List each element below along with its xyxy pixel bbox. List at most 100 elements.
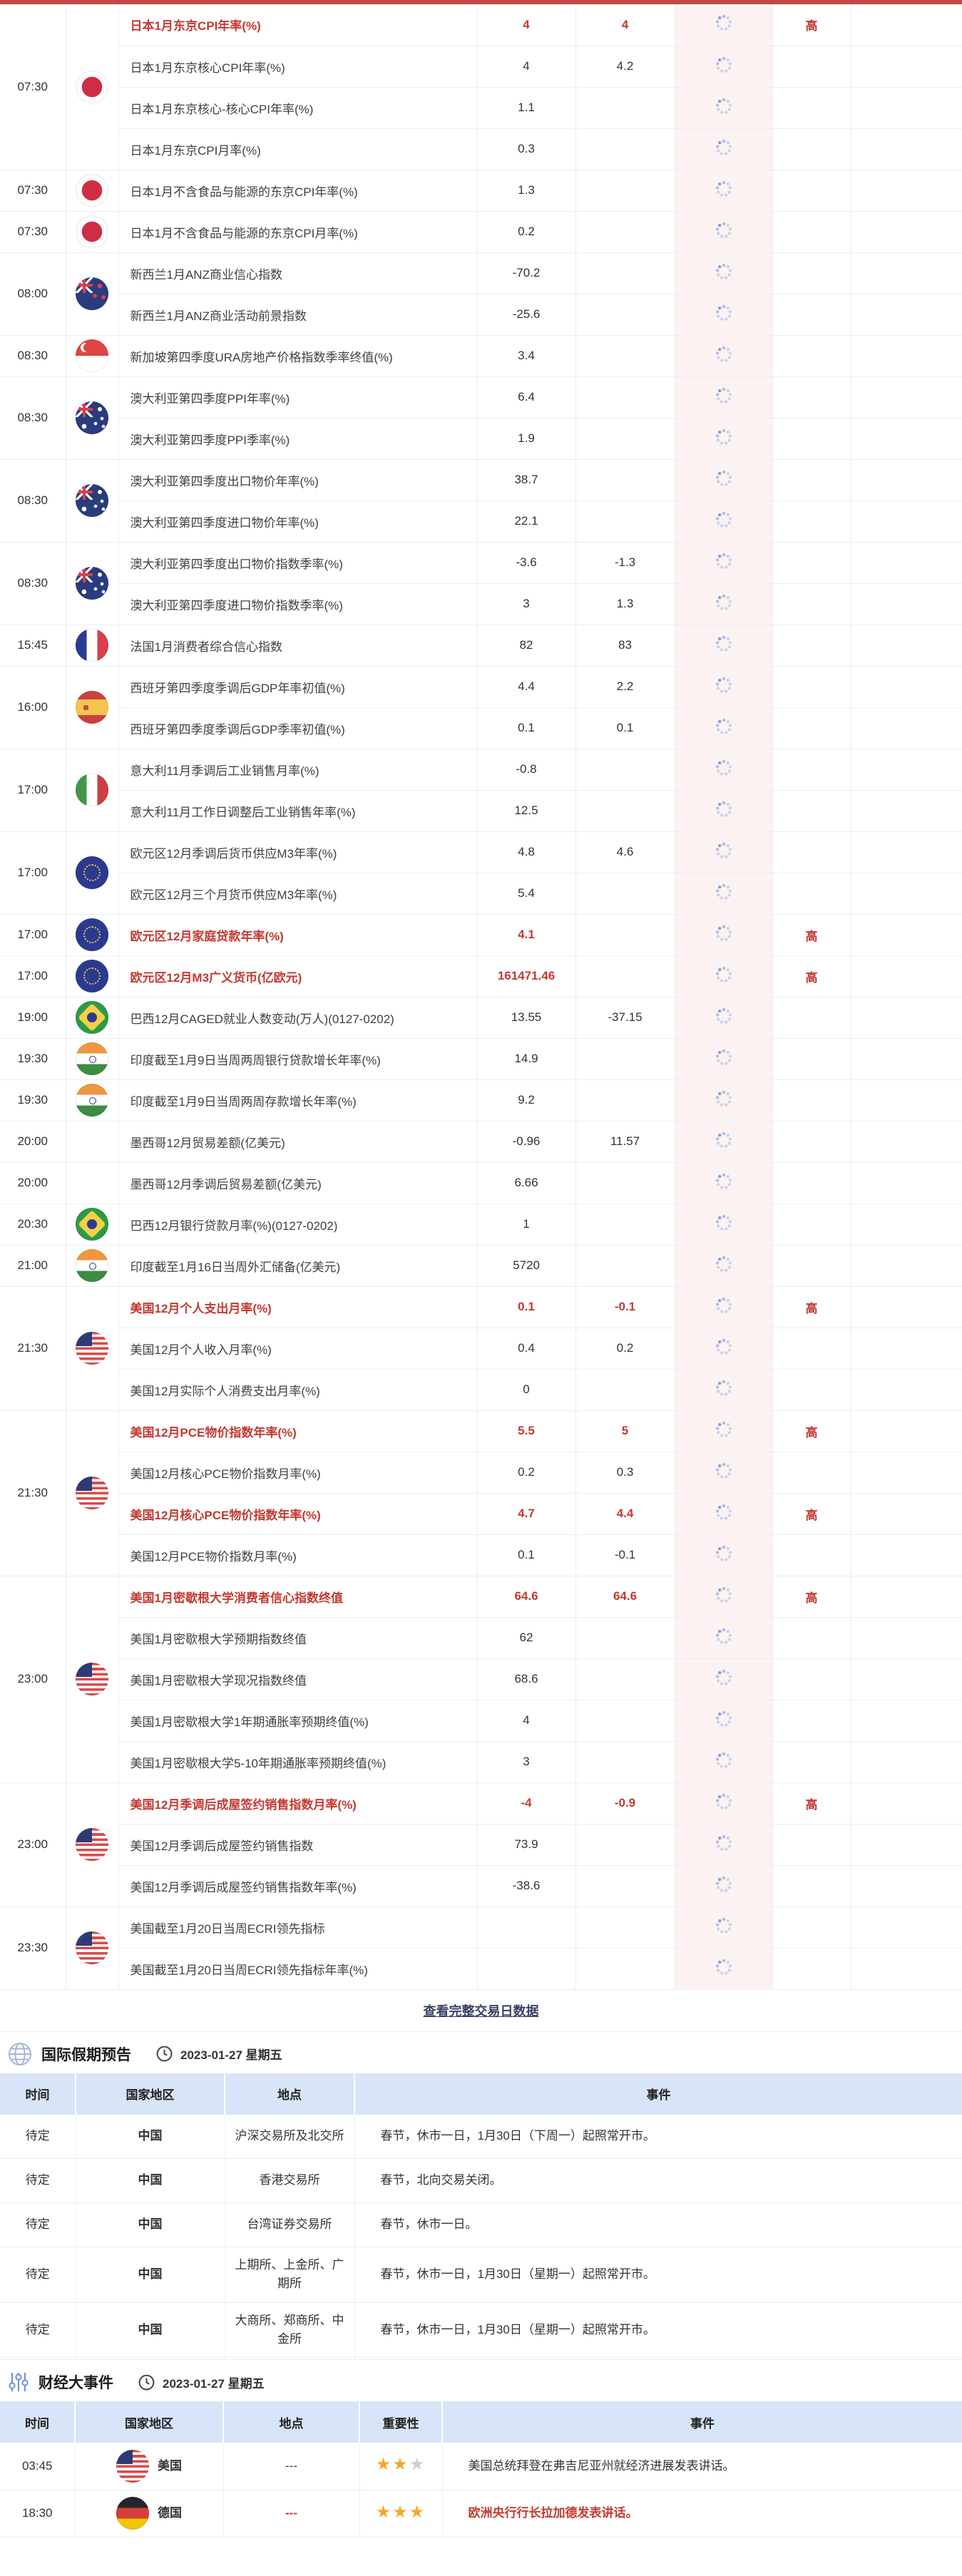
status-cell — [675, 542, 773, 584]
loading-spinner-icon[interactable] — [715, 1710, 733, 1728]
importance-cell — [772, 1369, 851, 1411]
event-name: 新加坡第四季度URA房地产价格指数季率终值(%) — [118, 335, 478, 377]
loading-spinner-icon[interactable] — [715, 1792, 733, 1811]
event-name: 意大利11月季调后工业销售月率(%) — [118, 749, 478, 791]
loading-spinner-icon[interactable] — [715, 262, 733, 281]
empty-cell — [851, 831, 962, 873]
empty-cell — [851, 211, 962, 253]
loading-spinner-icon[interactable] — [715, 469, 733, 488]
loading-spinner-icon[interactable] — [715, 1007, 733, 1025]
value-2 — [575, 1865, 675, 1907]
loading-spinner-icon[interactable] — [715, 1586, 733, 1604]
value-1: 6.4 — [477, 376, 576, 419]
loading-spinner-icon[interactable] — [715, 386, 733, 405]
empty-cell — [851, 1121, 962, 1163]
event-time-cell: 19:30 — [0, 1038, 66, 1080]
us-flag-icon — [76, 1931, 108, 1964]
loading-spinner-icon[interactable] — [715, 510, 733, 529]
loading-spinner-icon[interactable] — [715, 1089, 733, 1108]
empty-cell — [851, 1576, 962, 1618]
event-time-cell: 21:00 — [0, 1245, 66, 1287]
empty-cell — [851, 997, 962, 1039]
loading-spinner-icon[interactable] — [715, 1131, 733, 1149]
events-table-header: 时间 国家地区 地点 重要性 事件 — [0, 2401, 962, 2443]
value-1: -0.8 — [477, 749, 576, 791]
event-time-cell: 15:45 — [0, 625, 66, 667]
loading-spinner-icon[interactable] — [715, 138, 733, 157]
loading-spinner-icon[interactable] — [715, 1048, 733, 1067]
eu-flag-icon — [76, 960, 108, 992]
event-name: 美国截至1月20日当周ECRI领先指标 — [118, 1907, 478, 1949]
loading-spinner-icon[interactable] — [715, 552, 733, 570]
loading-spinner-icon[interactable] — [715, 1379, 733, 1397]
loading-spinner-icon[interactable] — [715, 1213, 733, 1232]
empty-cell — [851, 1865, 962, 1907]
loading-spinner-icon[interactable] — [715, 1296, 733, 1315]
calendar-row: 19:30 印度截至1月9日当周两周存款增长年率(%) 9.2 — [0, 1079, 962, 1122]
loading-spinner-icon[interactable] — [715, 1627, 733, 1646]
loading-spinner-icon[interactable] — [715, 1338, 733, 1356]
value-1: 4.1 — [477, 914, 576, 956]
in-flag-icon — [76, 1084, 108, 1117]
event-name: 日本1月东京CPI月率(%) — [118, 128, 478, 170]
loading-spinner-icon[interactable] — [715, 924, 733, 943]
status-cell — [675, 583, 773, 625]
loading-spinner-icon[interactable] — [715, 841, 733, 860]
country-flag-cell — [66, 831, 119, 915]
loading-spinner-icon[interactable] — [715, 1916, 733, 1935]
country-flag-cell — [66, 997, 119, 1039]
loading-spinner-icon[interactable] — [715, 1834, 733, 1852]
loading-spinner-icon[interactable] — [715, 883, 733, 901]
loading-spinner-icon[interactable] — [715, 1751, 733, 1770]
loading-spinner-icon[interactable] — [715, 635, 733, 653]
event-name: 美国12月个人收入月率(%) — [118, 1328, 478, 1370]
loading-spinner-icon[interactable] — [715, 428, 733, 446]
value-2: 2.2 — [575, 666, 675, 708]
loading-spinner-icon[interactable] — [715, 759, 733, 777]
importance-cell — [772, 46, 851, 88]
loading-spinner-icon[interactable] — [715, 304, 733, 322]
loading-spinner-icon[interactable] — [715, 676, 733, 694]
loading-spinner-icon[interactable] — [715, 1668, 733, 1687]
event-text: 美国总统拜登在弗吉尼亚州就经济进展发表讲话。 — [442, 2443, 962, 2490]
calendar-row: 08:00 新西兰1月ANZ商业信心指数 -70.2 — [0, 252, 962, 336]
loading-spinner-icon[interactable] — [715, 1544, 733, 1563]
event-name: 美国12月PCE物价指数月率(%) — [118, 1534, 478, 1576]
event-name: 日本1月东京CPI年率(%) — [118, 4, 478, 46]
holiday-row: 待定 中国 台湾证券交易所 春节，休市一日。 — [0, 2202, 962, 2247]
loading-spinner-icon[interactable] — [715, 14, 733, 32]
loading-spinner-icon[interactable] — [715, 1420, 733, 1439]
loading-spinner-icon[interactable] — [715, 1958, 733, 1976]
view-full-day-link[interactable]: 查看完整交易日数据 — [423, 2003, 539, 2018]
event-country-cell: 美国 — [75, 2443, 224, 2490]
loading-spinner-icon[interactable] — [715, 593, 733, 612]
loading-spinner-icon[interactable] — [715, 1875, 733, 1894]
value-2 — [575, 128, 675, 170]
value-2: 0.2 — [575, 1328, 675, 1370]
holiday-country: 中国 — [76, 2202, 225, 2247]
importance-cell — [772, 1245, 851, 1287]
loading-spinner-icon[interactable] — [715, 1172, 733, 1191]
event-row: 03:45 美国 --- ★★★ 美国总统拜登在弗吉尼亚州就经济进展发表讲话。 — [0, 2443, 962, 2490]
loading-spinner-icon[interactable] — [715, 1503, 733, 1522]
loading-spinner-icon[interactable] — [715, 1255, 733, 1273]
star-icon: ★ — [375, 2502, 393, 2522]
loading-spinner-icon[interactable] — [715, 221, 733, 240]
status-cell — [675, 170, 773, 212]
status-cell — [675, 1452, 773, 1494]
importance-cell — [772, 459, 851, 501]
loading-spinner-icon[interactable] — [715, 345, 733, 364]
value-1: 12.5 — [477, 790, 576, 832]
loading-spinner-icon[interactable] — [715, 800, 733, 819]
loading-spinner-icon[interactable] — [715, 97, 733, 116]
empty-cell — [851, 666, 962, 708]
loading-spinner-icon[interactable] — [715, 1462, 733, 1480]
value-2: 83 — [575, 625, 675, 667]
br-flag-icon — [76, 1001, 108, 1034]
loading-spinner-icon[interactable] — [715, 717, 733, 736]
loading-spinner-icon[interactable] — [715, 56, 733, 74]
empty-cell — [851, 1493, 962, 1535]
loading-spinner-icon[interactable] — [715, 965, 733, 984]
status-cell — [675, 459, 773, 501]
loading-spinner-icon[interactable] — [715, 180, 733, 198]
